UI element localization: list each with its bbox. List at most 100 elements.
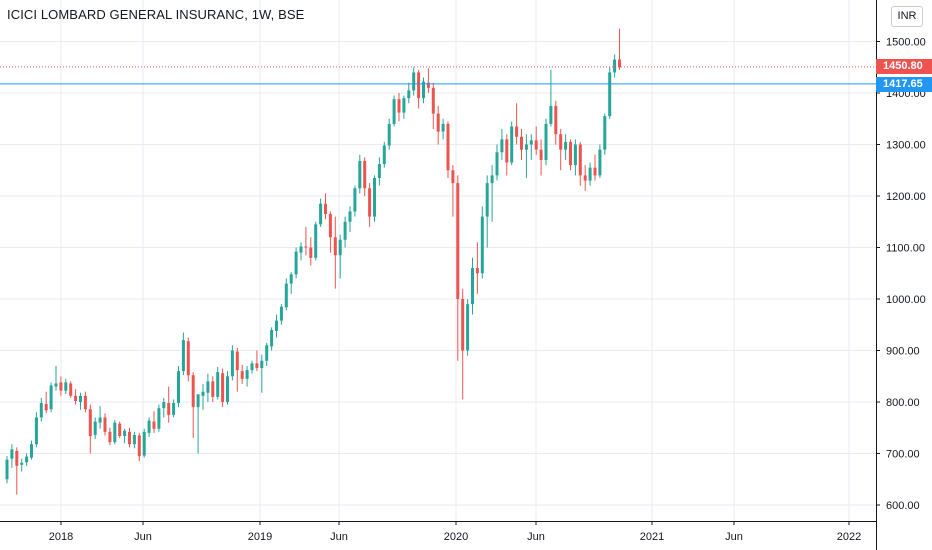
- candle: [275, 314, 278, 338]
- candle: [319, 198, 323, 227]
- candle-body: [181, 340, 185, 372]
- candle: [529, 134, 533, 160]
- candle-body: [245, 370, 249, 379]
- candle-body: [377, 164, 381, 178]
- candle-body: [162, 402, 166, 409]
- candle-body: [328, 214, 332, 238]
- candle: [613, 54, 617, 78]
- candle: [446, 121, 450, 178]
- candle-body: [598, 149, 602, 176]
- candle-body: [382, 145, 386, 165]
- candle: [113, 420, 117, 445]
- candle-body: [333, 237, 337, 256]
- candle-body: [230, 350, 234, 377]
- candle: [79, 392, 82, 410]
- candle: [358, 154, 362, 194]
- candle: [554, 100, 558, 145]
- candle: [211, 376, 215, 402]
- candle-body: [603, 116, 607, 150]
- candle-body: [10, 449, 14, 459]
- candle: [598, 144, 602, 178]
- candle: [279, 304, 283, 325]
- candle-body: [368, 188, 372, 217]
- horizontal-line-badge: 1417.65: [876, 77, 932, 92]
- candle-body: [44, 404, 48, 411]
- candle-body: [5, 459, 9, 480]
- candle: [118, 421, 122, 439]
- candle: [54, 365, 58, 391]
- candle: [284, 278, 288, 311]
- candle-body: [226, 376, 229, 402]
- candle-body: [392, 99, 396, 124]
- candle-body: [108, 431, 112, 443]
- y-tick-label: 1500.00: [886, 37, 926, 49]
- candle-body: [88, 409, 92, 436]
- candle-body: [524, 144, 528, 150]
- candle-body: [573, 144, 577, 166]
- time-axis[interactable]: 2018 Jun 2019 Jun 2020 Jun 2021 Jun 2022: [49, 521, 861, 543]
- currency-button[interactable]: INR: [891, 6, 923, 27]
- candle: [20, 458, 24, 472]
- candle: [172, 399, 176, 418]
- candle: [59, 376, 63, 396]
- candle: [191, 372, 195, 439]
- candle-body: [49, 385, 53, 410]
- candle-body: [147, 420, 151, 433]
- candle-body: [412, 72, 416, 91]
- candle: [177, 365, 180, 408]
- candle-body: [397, 99, 401, 113]
- candle-body: [216, 372, 220, 397]
- candle: [544, 118, 548, 166]
- candle: [265, 342, 269, 366]
- candle: [123, 428, 127, 444]
- x-tick-label: Jun: [330, 531, 348, 543]
- candle: [480, 206, 484, 279]
- candle: [88, 404, 92, 454]
- candle-body: [15, 450, 19, 466]
- candle: [510, 121, 514, 166]
- candle-body: [608, 72, 612, 117]
- candle-body: [279, 306, 283, 321]
- candle: [431, 82, 435, 130]
- candle: [49, 382, 53, 413]
- candle: [25, 453, 29, 466]
- candle: [412, 67, 416, 96]
- candle-body: [250, 363, 254, 371]
- candle-body: [196, 394, 200, 408]
- candle-body: [39, 403, 43, 418]
- candle-body: [30, 444, 33, 458]
- candle-body: [142, 431, 146, 456]
- candle: [30, 440, 33, 460]
- candle-body: [343, 221, 347, 240]
- candle-body: [299, 246, 303, 253]
- y-tick-label: 1100.00: [886, 243, 925, 255]
- candle-body: [353, 188, 357, 212]
- candle-body: [461, 299, 465, 351]
- candle-body: [559, 134, 563, 150]
- candle: [69, 381, 73, 398]
- candle-body: [167, 403, 171, 415]
- candle: [490, 165, 494, 222]
- candle: [137, 432, 141, 462]
- candle: [181, 332, 185, 376]
- candle-body: [407, 90, 411, 99]
- candle-body: [113, 422, 117, 443]
- candle-body: [98, 417, 102, 423]
- x-tick-label: Jun: [725, 531, 743, 543]
- candle-body: [618, 59, 621, 68]
- candle-body: [338, 239, 342, 256]
- candle-body: [123, 430, 127, 436]
- candle: [348, 206, 352, 233]
- candle: [500, 129, 504, 160]
- x-tick-label: 2019: [248, 531, 272, 543]
- candle-body: [431, 87, 435, 114]
- candle: [593, 154, 597, 181]
- candle: [152, 411, 156, 433]
- candle: [363, 157, 367, 196]
- candle-body: [211, 381, 215, 397]
- candle: [83, 391, 87, 413]
- candle-body: [564, 141, 568, 150]
- candle-body: [132, 434, 136, 445]
